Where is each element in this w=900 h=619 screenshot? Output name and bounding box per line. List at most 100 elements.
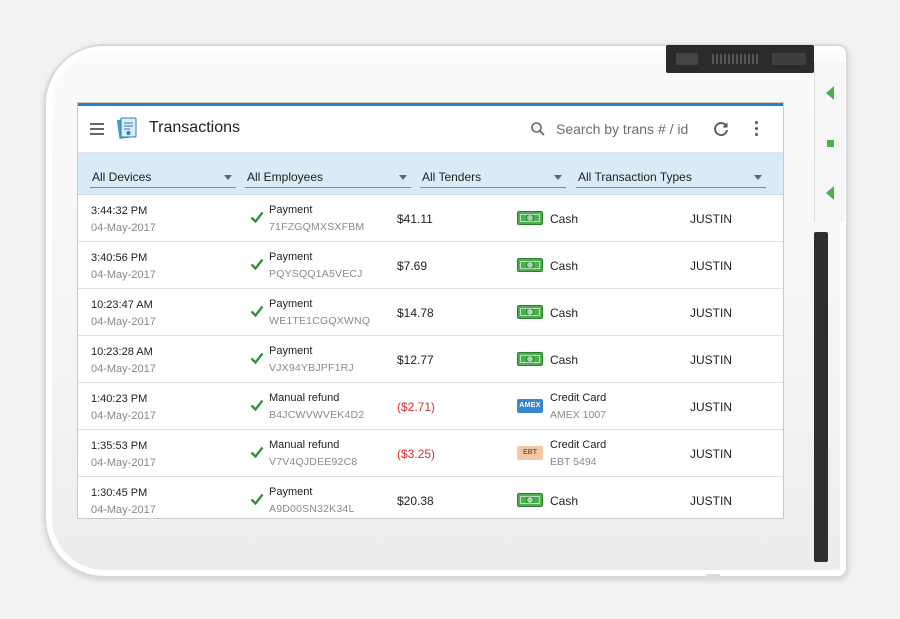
filter-label: All Devices xyxy=(92,170,152,184)
transaction-row[interactable]: 3:44:32 PM 04-May-2017 Payment 71FZGQMXS… xyxy=(78,195,783,242)
transaction-date: 04-May-2017 xyxy=(91,457,156,469)
search-input[interactable] xyxy=(554,117,708,141)
employee-name: JUSTIN xyxy=(690,353,732,367)
tender-name: Cash xyxy=(550,353,579,367)
transaction-amount: $12.77 xyxy=(397,353,434,367)
employee-name: JUSTIN xyxy=(690,259,732,273)
transaction-amount: $7.69 xyxy=(397,259,428,273)
transaction-amount: $41.11 xyxy=(397,212,433,226)
employee-name: JUSTIN xyxy=(690,447,732,461)
transaction-row[interactable]: 10:23:47 AM 04-May-2017 Payment WE1TE1CG… xyxy=(78,289,783,336)
transaction-amount: $14.78 xyxy=(397,306,434,320)
chevron-down-icon xyxy=(224,175,232,180)
chevron-down-icon xyxy=(399,175,407,180)
tender-detail: EBT 5494 xyxy=(550,456,597,468)
transaction-type: Manual refund xyxy=(269,439,340,451)
filter-transaction-types[interactable]: All Transaction Types xyxy=(576,169,766,188)
filter-employees[interactable]: All Employees xyxy=(245,169,411,188)
tender-name: Credit Card xyxy=(550,439,607,451)
employee-name: JUSTIN xyxy=(690,306,732,320)
tender-name: Cash xyxy=(550,306,579,320)
transaction-type: Payment xyxy=(269,345,313,357)
transaction-amount: ($2.71) xyxy=(397,400,436,414)
transaction-type: Manual refund xyxy=(269,392,340,404)
transaction-id: WE1TE1CGQXWNQ xyxy=(269,315,371,327)
transaction-type: Payment xyxy=(269,204,313,216)
check-icon xyxy=(250,211,264,224)
speaker-grille xyxy=(712,54,760,64)
check-icon xyxy=(250,493,264,506)
transaction-time: 3:40:56 PM xyxy=(91,252,148,264)
transaction-date: 04-May-2017 xyxy=(91,363,156,375)
cash-icon xyxy=(517,258,543,272)
tender-detail: AMEX 1007 xyxy=(550,409,607,421)
side-arrow-icon xyxy=(826,86,834,100)
tender-name: Cash xyxy=(550,259,579,273)
check-icon xyxy=(250,446,264,459)
receipt-icon xyxy=(116,117,137,139)
filter-devices[interactable]: All Devices xyxy=(90,169,236,188)
employee-name: JUSTIN xyxy=(690,494,732,508)
transaction-id: VJX94YBJPF1RJ xyxy=(269,362,354,374)
page-title: Transactions xyxy=(149,119,240,136)
camera-lens xyxy=(676,53,698,65)
transaction-type: Payment xyxy=(269,251,313,263)
transaction-time: 1:30:45 PM xyxy=(91,487,148,499)
device-foot xyxy=(706,574,720,579)
cash-icon xyxy=(517,305,543,319)
transaction-id: A9D00SN32K34L xyxy=(269,503,355,515)
transaction-time: 10:23:47 AM xyxy=(91,299,153,311)
hamburger-icon[interactable] xyxy=(90,123,104,135)
more-vert-icon[interactable] xyxy=(753,121,759,137)
card-reader-slot xyxy=(814,232,828,562)
employee-name: JUSTIN xyxy=(690,212,732,226)
tender-name: Cash xyxy=(550,212,579,226)
tender-name: Cash xyxy=(550,494,579,508)
cash-icon xyxy=(517,211,543,225)
chevron-down-icon xyxy=(554,175,562,180)
refresh-icon[interactable] xyxy=(712,120,730,138)
check-icon xyxy=(250,399,264,412)
transaction-id: PQYSQQ1A5VECJ xyxy=(269,268,363,280)
app-bar: Transactions xyxy=(78,106,783,153)
amex-card-icon: AMEX xyxy=(517,399,543,413)
transaction-amount: ($3.25) xyxy=(397,447,436,461)
transaction-type: Payment xyxy=(269,298,313,310)
transaction-type: Payment xyxy=(269,486,313,498)
filter-tenders[interactable]: All Tenders xyxy=(420,169,566,188)
transaction-id: V7V4QJDEE92C8 xyxy=(269,456,358,468)
filter-label: All Employees xyxy=(247,170,324,184)
search-icon[interactable] xyxy=(530,121,546,137)
chevron-down-icon xyxy=(754,175,762,180)
transaction-time: 3:44:32 PM xyxy=(91,205,148,217)
transaction-row[interactable]: 1:40:23 PM 04-May-2017 Manual refund B4J… xyxy=(78,383,783,430)
transaction-time: 10:23:28 AM xyxy=(91,346,153,358)
screen: Transactions All Devices All Employees A… xyxy=(78,103,783,518)
transaction-row[interactable]: 3:40:56 PM 04-May-2017 Payment PQYSQQ1A5… xyxy=(78,242,783,289)
filter-bar: All Devices All Employees All Tenders Al… xyxy=(78,153,783,195)
transaction-date: 04-May-2017 xyxy=(91,269,156,281)
side-indicator xyxy=(827,140,834,147)
check-icon xyxy=(250,258,264,271)
cash-icon xyxy=(517,352,543,366)
transaction-time: 1:40:23 PM xyxy=(91,393,148,405)
ebt-card-icon: EBT xyxy=(517,446,543,460)
transaction-amount: $20.38 xyxy=(397,494,434,508)
receipt-printer-slot xyxy=(666,45,814,73)
transaction-date: 04-May-2017 xyxy=(91,410,156,422)
side-arrow-icon xyxy=(826,186,834,200)
transaction-row[interactable]: 1:35:53 PM 04-May-2017 Manual refund V7V… xyxy=(78,430,783,477)
transaction-id: 71FZGQMXSXFBM xyxy=(269,221,365,233)
transaction-date: 04-May-2017 xyxy=(91,316,156,328)
filter-label: All Tenders xyxy=(422,170,482,184)
filter-label: All Transaction Types xyxy=(578,170,692,184)
transaction-row[interactable]: 1:30:45 PM 04-May-2017 Payment A9D00SN32… xyxy=(78,477,783,518)
transaction-date: 04-May-2017 xyxy=(91,504,156,516)
transaction-id: B4JCWVWVEK4D2 xyxy=(269,409,365,421)
employee-name: JUSTIN xyxy=(690,400,732,414)
transaction-row[interactable]: 10:23:28 AM 04-May-2017 Payment VJX94YBJ… xyxy=(78,336,783,383)
check-icon xyxy=(250,305,264,318)
cash-icon xyxy=(517,493,543,507)
check-icon xyxy=(250,352,264,365)
sensor-bar xyxy=(772,53,806,65)
